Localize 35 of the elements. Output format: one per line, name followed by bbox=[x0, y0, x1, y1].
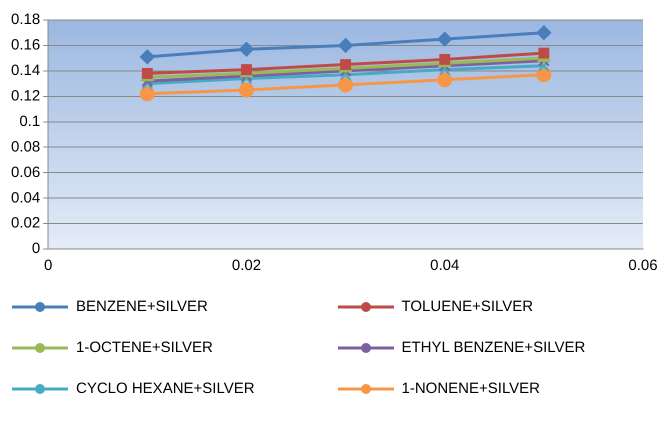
point bbox=[238, 82, 254, 98]
x-tick-label: 0.04 bbox=[430, 257, 460, 274]
legend-label: CYCLO HEXANE+SILVER bbox=[76, 380, 255, 397]
point bbox=[142, 68, 153, 79]
legend-label: BENZENE+SILVER bbox=[76, 298, 208, 315]
point bbox=[439, 54, 450, 65]
point bbox=[238, 42, 254, 57]
point bbox=[340, 59, 352, 70]
legend-label: ETHYL BENZENE+SILVER bbox=[402, 339, 586, 356]
y-tick-label: 0.14 bbox=[10, 62, 40, 80]
y-tick-label: 0.12 bbox=[10, 87, 40, 104]
point bbox=[338, 38, 354, 53]
legend-label: 1-NONENE+SILVER bbox=[402, 380, 540, 397]
point bbox=[141, 75, 154, 88]
x-tick-label: 0 bbox=[44, 257, 52, 274]
legend-label: 1-OCTENE+SILVER bbox=[76, 339, 213, 356]
point bbox=[140, 86, 155, 102]
y-tick-label: 0.04 bbox=[10, 189, 40, 206]
legend-label: TOLUENE+SILVER bbox=[402, 298, 534, 315]
y-tick-label: 0.08 bbox=[10, 138, 40, 156]
point bbox=[140, 49, 155, 64]
point bbox=[338, 77, 354, 92]
y-tick-label: 0 bbox=[32, 240, 40, 258]
point bbox=[538, 48, 550, 59]
point bbox=[437, 72, 452, 88]
y-tick-label: 0.02 bbox=[10, 214, 40, 232]
point bbox=[437, 32, 452, 47]
y-tick-label: 0.06 bbox=[10, 164, 40, 181]
point bbox=[536, 25, 552, 40]
x-tick-label: 0.06 bbox=[628, 257, 658, 274]
point bbox=[536, 67, 552, 82]
y-tick-label: 0.16 bbox=[10, 36, 40, 54]
y-tick-label: 0.18 bbox=[10, 11, 40, 28]
y-tick-label: 0.1 bbox=[19, 112, 40, 130]
x-tick-label: 0.02 bbox=[232, 257, 262, 274]
